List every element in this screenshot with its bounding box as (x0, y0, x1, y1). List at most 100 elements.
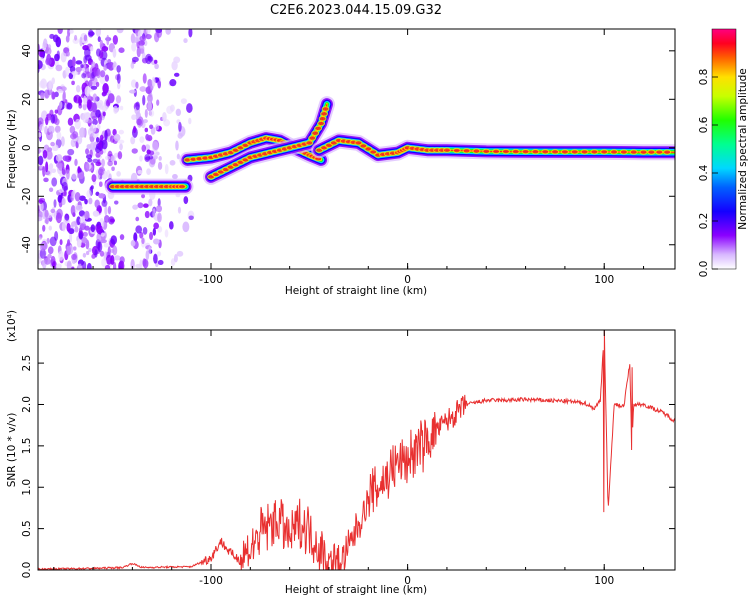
heatmap-cell (131, 42, 137, 52)
heatmap-cell (48, 125, 52, 133)
heatmap-cell (104, 215, 110, 223)
heatmap-cell (130, 62, 135, 69)
snr-y-ticks: 0.0 0.5 1.0 1.5 2.0 2.5 (21, 355, 675, 578)
heatmap-cell (98, 181, 103, 188)
heatmap-cell (54, 230, 59, 241)
heatmap-cell (86, 262, 92, 269)
heatmap-cell (93, 67, 99, 77)
heatmap-cell (56, 131, 62, 140)
figure-title: C2E6.2023.044.15.09.G32 (270, 3, 442, 18)
heatmap-cell (107, 206, 112, 215)
heatmap-cell (182, 221, 190, 233)
heatmap-cell (84, 48, 91, 58)
heatmap-cell (44, 219, 48, 224)
heatmap-cell (96, 224, 103, 235)
heatmap-cell (113, 133, 121, 142)
heatmap-cell (87, 127, 95, 137)
heatmap-cell (112, 48, 117, 58)
heatmap-cell (66, 169, 70, 180)
heatmap-cell (188, 29, 193, 38)
heatmap-cell (90, 45, 94, 52)
heatmap-cell (142, 203, 149, 208)
heatmap-cell (92, 158, 99, 164)
heatmap-cell (147, 94, 153, 103)
heatmap-cell (112, 61, 117, 68)
heatmap-cell (86, 144, 92, 150)
heatmap-cell (70, 221, 78, 227)
heatmap-cell (98, 193, 106, 199)
heatmap-cell (66, 102, 73, 110)
heatmap-cell (84, 66, 90, 75)
heatmap-cell (142, 73, 147, 84)
heatmap-cell (44, 209, 49, 218)
heatmap-cell (82, 103, 87, 111)
colorbar: 0.0 0.2 0.4 0.6 0.8 Normalized spectral ampl… (698, 28, 749, 277)
heatmap-cell (83, 161, 90, 172)
y-tick-label: 1.0 (21, 479, 33, 496)
heatmap-cell (72, 56, 76, 68)
heatmap-cell (169, 79, 177, 87)
heatmap-cell (135, 101, 140, 111)
heatmap-peak (647, 149, 656, 155)
heatmap-cell (84, 198, 88, 205)
heatmap-peak (482, 148, 491, 155)
heatmap-cell (101, 45, 109, 52)
heatmap-cell (116, 65, 121, 73)
heatmap-cell (56, 162, 63, 169)
heatmap-cell (147, 56, 154, 62)
heatmap-cell (145, 33, 152, 40)
heatmap-peak (492, 148, 501, 155)
heatmap-cell (132, 204, 139, 210)
heatmap-cell (74, 118, 81, 130)
heatmap-cell (46, 114, 52, 121)
heatmap-cell (54, 109, 59, 114)
heatmap-cell (140, 237, 146, 248)
heatmap-cell (153, 253, 158, 264)
heatmap-cell (91, 115, 98, 121)
heatmap-cell (48, 163, 54, 170)
heatmap-cell (146, 168, 151, 176)
colorbar-tick-label: 0.4 (698, 164, 710, 181)
heatmap-cell (131, 56, 139, 63)
heatmap-peak (560, 149, 569, 155)
heatmap-peak (511, 148, 520, 155)
heatmap-cell (97, 36, 101, 43)
heatmap-cell (57, 29, 63, 35)
heatmap-cell (55, 263, 62, 269)
heatmap-cell (39, 248, 46, 259)
heatmap-cell (38, 216, 43, 222)
heatmap-cell (183, 38, 188, 44)
heatmap-cell (82, 261, 87, 269)
heatmap-cell (105, 155, 111, 160)
snr-panel: -100 0 100 0.0 0.5 1.0 1.5 2.0 2.5 Height of st… (6, 310, 676, 596)
heatmap-cell (61, 221, 66, 232)
heatmap-cell (67, 148, 75, 156)
heatmap-cell (130, 240, 136, 247)
heatmap-cell (112, 245, 118, 256)
heatmap-cell (74, 158, 78, 167)
heatmap-cell (71, 253, 77, 260)
heatmap-cell (170, 258, 176, 267)
heatmap-cell (82, 231, 88, 237)
heatmap-cell (90, 185, 94, 190)
heatmap-cell (144, 154, 151, 163)
heatmap-cell (52, 144, 59, 152)
heatmap-cell (100, 70, 106, 78)
heatmap-peak (639, 149, 648, 155)
heatmap-cell (157, 198, 161, 207)
heatmap-peak (629, 149, 638, 155)
heatmap-cell (40, 92, 45, 100)
heatmap-cell (81, 72, 87, 79)
heatmap-cell (144, 127, 149, 133)
heatmap-cell (109, 218, 115, 223)
heatmap-cell (87, 158, 93, 163)
heatmap-peak (369, 149, 378, 155)
heatmap-cell (78, 263, 82, 269)
heatmap-cell (152, 238, 160, 245)
heatmap-cell (157, 212, 162, 223)
heatmap-cell (76, 216, 81, 226)
heatmap-cell (119, 105, 124, 111)
heatmap-cell (71, 80, 75, 86)
heatmap-cell (62, 92, 66, 102)
